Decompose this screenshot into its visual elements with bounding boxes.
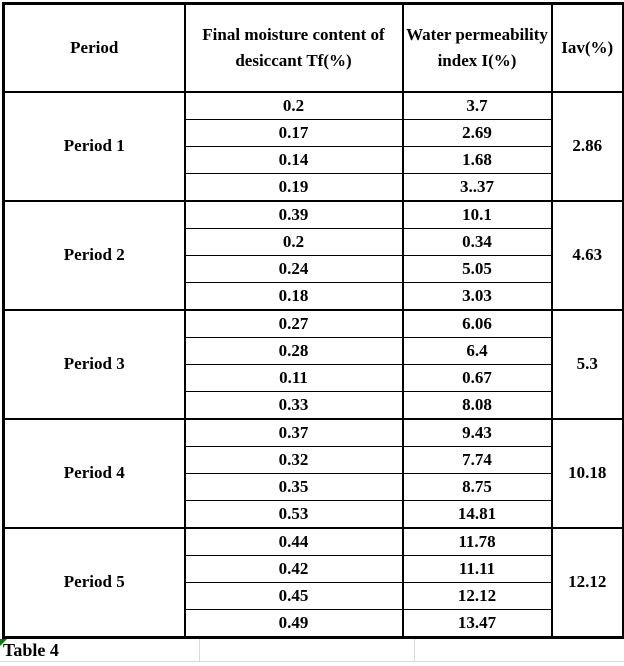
header-water-permeability: Water permeability index I(%) <box>401 3 553 93</box>
i-cell: 8.08 <box>401 391 553 420</box>
tf-cell: 0.45 <box>183 582 404 610</box>
header-row: Period Final moisture content of desicca… <box>2 3 624 93</box>
i-cell: 14.81 <box>401 500 553 529</box>
table-row: 0.33 8.08 <box>4 391 624 420</box>
tf-cell: 0.28 <box>183 337 404 365</box>
table-row: 0.2 0.34 <box>4 228 624 256</box>
tf-cell: 0.17 <box>183 119 404 147</box>
header-period: Period <box>2 3 186 93</box>
table-caption: Table 4 <box>3 640 59 660</box>
i-cell: 6.4 <box>401 337 553 365</box>
table-row: 0.18 3.03 <box>4 282 624 311</box>
tf-cell: 0.32 <box>183 446 404 474</box>
tf-cell: 0.33 <box>183 391 404 420</box>
i-cell: 10.1 <box>401 200 553 229</box>
table-row: 0.14 1.68 <box>4 146 624 174</box>
tf-cell: 0.2 <box>183 228 404 256</box>
spreadsheet-gridline <box>414 639 415 661</box>
iav-cell: 10.18 <box>550 418 624 529</box>
table-row: 0.49 13.47 <box>4 609 624 638</box>
i-cell: 1.68 <box>401 146 553 174</box>
tf-cell: 0.11 <box>183 364 404 392</box>
table-row: 0.11 0.67 <box>4 364 624 392</box>
cell-corner-flag-icon <box>0 639 7 646</box>
period-label: Period 4 <box>2 418 186 529</box>
tf-cell: 0.18 <box>183 282 404 311</box>
tf-cell: 0.42 <box>183 555 404 583</box>
table-row: 0.19 3..37 <box>4 173 624 202</box>
table-row: 0.42 11.11 <box>4 555 624 583</box>
tf-cell: 0.49 <box>183 609 404 638</box>
iav-cell: 12.12 <box>550 527 624 638</box>
table-row: 0.24 5.05 <box>4 255 624 283</box>
tf-cell: 0.27 <box>183 309 404 338</box>
tf-cell: 0.37 <box>183 418 404 447</box>
tf-cell: 0.44 <box>183 527 404 556</box>
i-cell: 11.78 <box>401 527 553 556</box>
period-label: Period 5 <box>2 527 186 638</box>
i-cell: 0.34 <box>401 228 553 256</box>
table-row: 0.45 12.12 <box>4 582 624 610</box>
data-table: Period Final moisture content of desicca… <box>2 2 624 639</box>
i-cell: 2.69 <box>401 119 553 147</box>
table-row: 0.35 8.75 <box>4 473 624 501</box>
table-row: Period 2 0.39 10.1 4.63 <box>2 200 624 311</box>
i-cell: 0.67 <box>401 364 553 392</box>
i-cell: 3.03 <box>401 282 553 311</box>
table-row: 0.53 14.81 <box>4 500 624 529</box>
i-cell: 8.75 <box>401 473 553 501</box>
i-cell: 3..37 <box>401 173 553 202</box>
iav-cell: 2.86 <box>550 91 624 202</box>
tf-cell: 0.19 <box>183 173 404 202</box>
period-label: Period 2 <box>2 200 186 311</box>
tf-cell: 0.35 <box>183 473 404 501</box>
table-row: 0.28 6.4 <box>4 337 624 365</box>
i-cell: 3.7 <box>401 91 553 120</box>
i-cell: 13.47 <box>401 609 553 638</box>
spreadsheet-gridline <box>0 661 624 662</box>
i-cell: 5.05 <box>401 255 553 283</box>
i-cell: 7.74 <box>401 446 553 474</box>
spreadsheet-gridline <box>199 639 200 661</box>
iav-cell: 5.3 <box>550 309 624 420</box>
tf-cell: 0.53 <box>183 500 404 529</box>
tf-cell: 0.2 <box>183 91 404 120</box>
header-iav: Iav(%) <box>550 3 624 93</box>
tf-cell: 0.14 <box>183 146 404 174</box>
period-label: Period 1 <box>2 91 186 202</box>
table-row: Period 4 0.37 9.43 10.18 <box>2 418 624 529</box>
table-row: Period 3 0.27 6.06 5.3 <box>2 309 624 420</box>
header-final-moisture: Final moisture content of desiccant Tf(%… <box>183 3 404 93</box>
i-cell: 11.11 <box>401 555 553 583</box>
period-label: Period 3 <box>2 309 186 420</box>
i-cell: 9.43 <box>401 418 553 447</box>
i-cell: 6.06 <box>401 309 553 338</box>
tf-cell: 0.24 <box>183 255 404 283</box>
iav-cell: 4.63 <box>550 200 624 311</box>
table-row: Period 5 0.44 11.78 12.12 <box>2 527 624 638</box>
table-row: 0.17 2.69 <box>4 119 624 147</box>
table-row: Period 1 0.2 3.7 2.86 <box>2 91 624 202</box>
tf-cell: 0.39 <box>183 200 404 229</box>
i-cell: 12.12 <box>401 582 553 610</box>
